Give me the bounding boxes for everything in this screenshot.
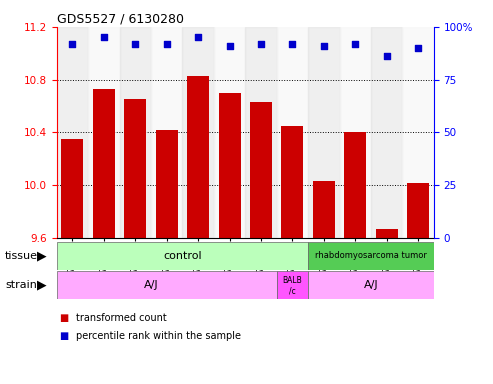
Point <box>288 41 296 47</box>
Point <box>100 34 108 40</box>
Point <box>163 41 171 47</box>
Bar <box>308 27 340 238</box>
Point <box>383 53 390 60</box>
Text: BALB
/c: BALB /c <box>282 276 302 295</box>
Text: GDS5527 / 6130280: GDS5527 / 6130280 <box>57 13 184 26</box>
Point <box>194 34 202 40</box>
Bar <box>156 130 177 238</box>
Bar <box>151 27 182 238</box>
Point <box>414 45 422 51</box>
Text: ▶: ▶ <box>37 279 47 292</box>
Text: A/J: A/J <box>364 280 378 290</box>
Text: ■: ■ <box>59 331 69 341</box>
Text: strain: strain <box>5 280 37 290</box>
Text: ▶: ▶ <box>37 249 47 262</box>
Bar <box>119 27 151 238</box>
Bar <box>245 27 277 238</box>
Bar <box>282 126 303 238</box>
Bar <box>124 99 146 238</box>
Text: percentile rank within the sample: percentile rank within the sample <box>76 331 242 341</box>
Point <box>352 41 359 47</box>
Bar <box>218 93 241 238</box>
Text: transformed count: transformed count <box>76 313 167 323</box>
Bar <box>88 27 119 238</box>
Bar <box>187 76 209 238</box>
Text: rhabdomyosarcoma tumor: rhabdomyosarcoma tumor <box>315 251 427 260</box>
Bar <box>93 89 115 238</box>
Bar <box>308 271 434 299</box>
Bar <box>308 242 434 270</box>
Bar <box>313 181 335 238</box>
Bar <box>340 27 371 238</box>
Bar <box>402 27 434 238</box>
Point <box>226 43 234 49</box>
Bar <box>407 183 429 238</box>
Point <box>320 43 328 49</box>
Bar <box>344 132 366 238</box>
Bar <box>371 27 402 238</box>
Bar <box>250 102 272 238</box>
Point <box>131 41 139 47</box>
Bar <box>277 27 308 238</box>
Bar <box>182 27 214 238</box>
Bar <box>376 229 398 238</box>
Bar <box>214 27 246 238</box>
Bar <box>57 27 88 238</box>
Bar <box>57 271 277 299</box>
Bar <box>277 271 308 299</box>
Text: tissue: tissue <box>5 251 38 261</box>
Text: A/J: A/J <box>143 280 158 290</box>
Bar <box>57 242 308 270</box>
Point <box>257 41 265 47</box>
Text: ■: ■ <box>59 313 69 323</box>
Text: control: control <box>163 251 202 261</box>
Bar <box>62 139 83 238</box>
Point <box>69 41 76 47</box>
